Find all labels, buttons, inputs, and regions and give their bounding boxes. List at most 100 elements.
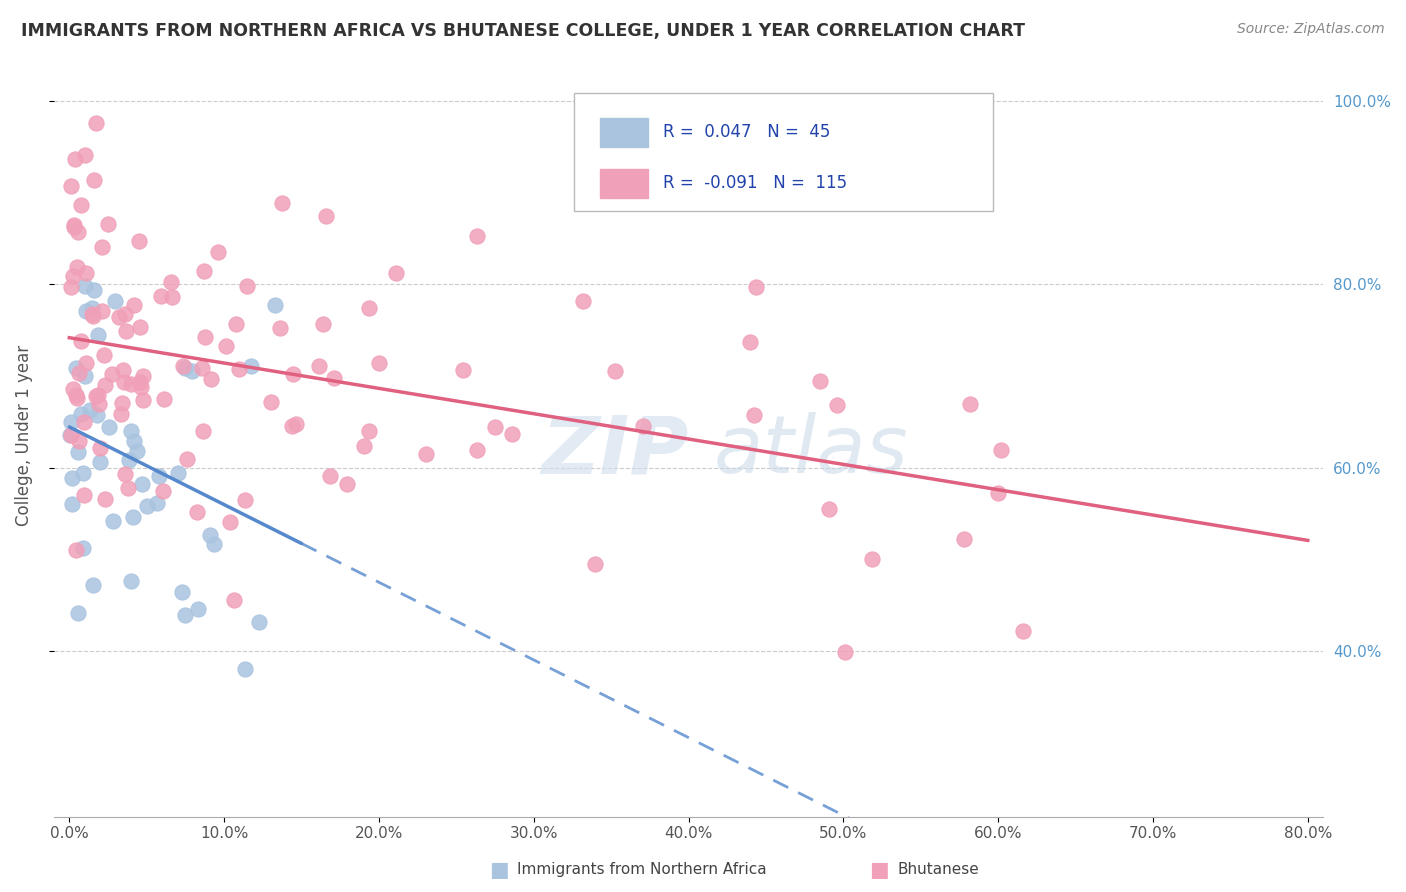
Point [66,607,89,621]
Point [120,574,142,589]
Point [959,397,981,411]
Point [315,209,337,223]
Point [198,528,221,542]
Point [174,361,197,376]
Point [235,662,257,676]
Point [187,602,209,616]
Point [131,380,153,394]
Point [1012,624,1035,638]
Point [103,294,125,309]
Text: Source: ZipAtlas.com: Source: ZipAtlas.com [1237,22,1385,37]
Point [860,552,883,566]
Text: R =  0.047   N =  45: R = 0.047 N = 45 [664,123,831,141]
Text: ■: ■ [489,860,509,880]
Point [131,369,153,384]
Point [336,477,359,491]
Point [264,298,287,312]
Point [60,470,83,484]
Point [117,482,139,496]
Point [73,488,96,502]
Point [160,276,183,290]
FancyBboxPatch shape [574,93,993,211]
Point [501,427,523,442]
Point [353,439,375,453]
Point [79,403,101,417]
Point [180,364,202,378]
Point [114,307,136,321]
Point [75,266,97,280]
Bar [600,118,648,147]
Point [84,389,107,403]
Point [215,339,238,353]
Point [834,645,856,659]
Point [465,443,488,458]
Point [825,398,848,412]
Point [572,294,595,309]
Point [72,541,94,556]
Point [80,307,103,321]
Text: atlas: atlas [714,412,908,490]
Point [207,245,229,260]
Point [603,364,626,378]
Point [66,391,89,405]
Point [202,537,225,551]
Point [322,371,344,385]
Point [148,469,170,483]
Point [67,434,90,448]
Point [62,269,84,284]
Point [465,228,488,243]
Point [89,441,111,455]
Point [73,369,96,384]
Point [59,179,82,194]
Point [122,298,145,312]
Point [193,264,215,278]
Point [82,578,104,592]
Point [59,427,82,442]
Point [633,419,655,434]
Point [269,320,291,334]
Point [122,434,145,448]
Point [80,301,103,315]
Point [70,334,93,348]
Point [63,219,86,234]
Point [131,477,153,491]
Point [69,198,91,212]
Point [118,453,141,467]
Point [83,283,105,297]
Point [200,372,222,386]
Point [225,318,247,332]
Point [233,493,256,508]
Point [67,366,90,380]
Point [240,359,263,373]
Point [75,304,97,318]
Point [127,443,149,458]
Point [484,420,506,434]
Point [110,407,132,421]
Point [280,419,302,434]
Point [194,330,217,344]
Point [65,387,87,401]
Point [70,407,93,421]
Text: R =  -0.091   N =  115: R = -0.091 N = 115 [664,174,848,192]
Point [73,279,96,293]
Point [97,217,120,231]
Point [987,485,1010,500]
Point [107,310,129,325]
Point [60,415,83,429]
Point [153,392,176,407]
Point [453,363,475,377]
Point [89,455,111,469]
Point [83,173,105,187]
Point [91,303,114,318]
Point [94,491,117,506]
Point [129,319,152,334]
Point [132,393,155,408]
Point [166,466,188,480]
Text: ■: ■ [869,860,889,880]
Point [67,445,90,459]
Point [128,376,150,390]
Point [808,374,831,388]
Point [111,363,134,377]
Point [60,497,83,511]
Point [384,266,406,280]
